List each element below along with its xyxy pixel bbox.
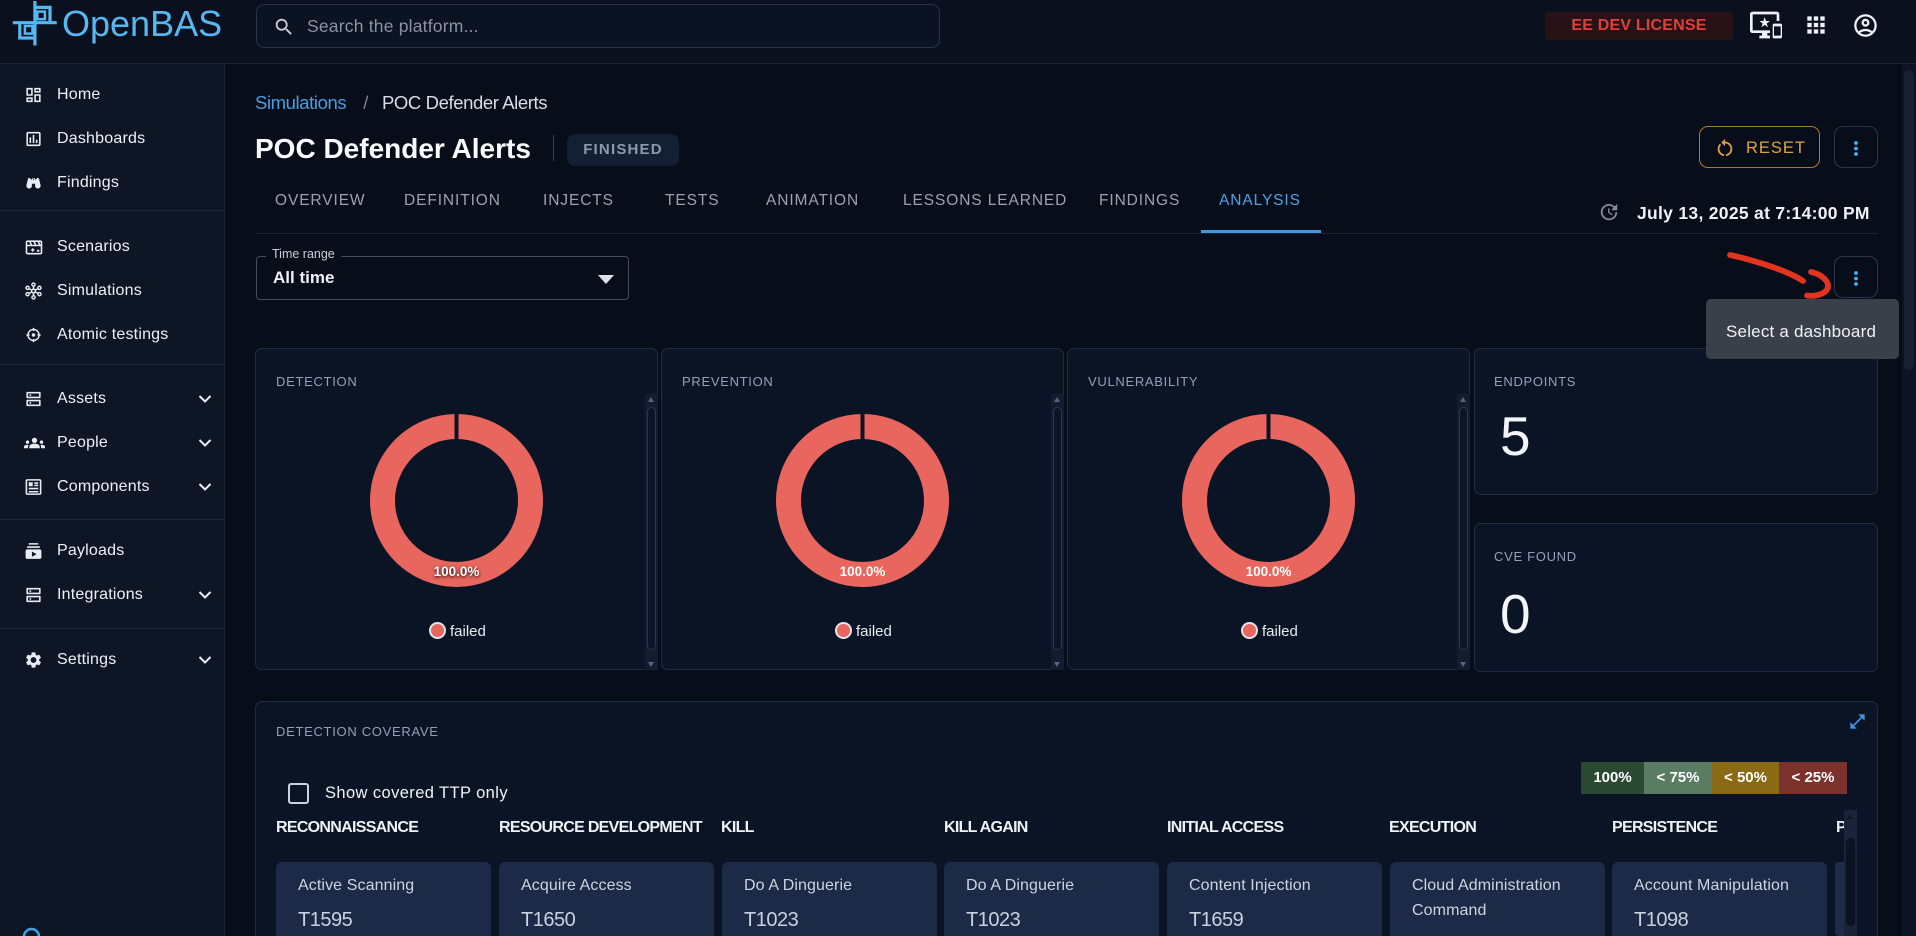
svg-text:100.0%: 100.0% [434,564,480,579]
svg-text:100.0%: 100.0% [1246,564,1292,579]
svg-text:100.0%: 100.0% [840,564,886,579]
